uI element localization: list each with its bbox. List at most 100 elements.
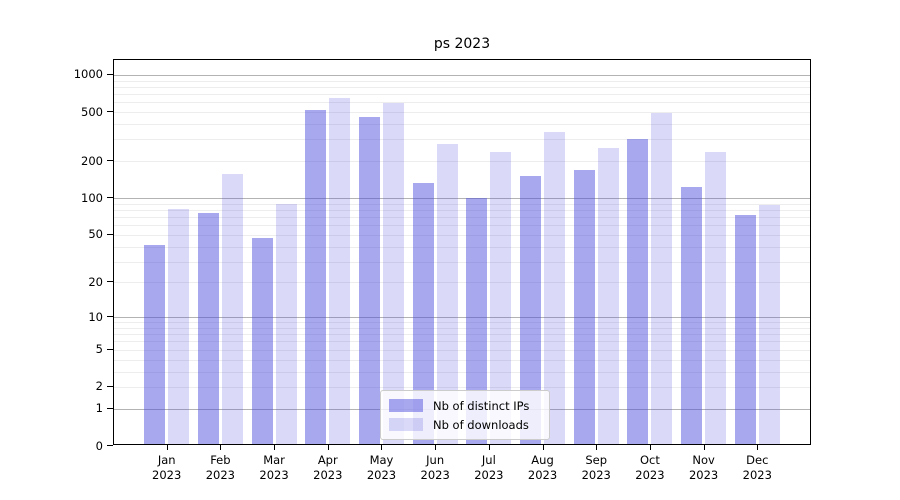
bar-downloads-feb [221,173,243,444]
y-tick-label-1: 1 [95,401,103,416]
legend-row-downloads: Nb of downloads [389,415,541,434]
legend-label-distinct-ips: Nb of distinct IPs [433,398,530,413]
gridline-minor [114,341,810,343]
gridline-major [114,317,810,319]
x-tick-label-mar: Mar 2023 [259,453,289,482]
distinct-ips-swatch-icon [389,399,423,412]
gridline-minor [114,349,810,351]
bar-ips-sep [573,170,595,444]
bar-ips-mar [251,238,273,444]
x-tick-label-jun: Jun 2023 [420,453,450,482]
bar-ips-jan [144,244,166,444]
bar-ips-nov [681,186,703,444]
y-tick [107,407,113,409]
bar-ips-apr [305,110,327,444]
x-tick [274,445,276,450]
x-tick [757,445,759,450]
bar-downloads-oct [651,113,673,444]
x-tick-label-may: May 2023 [366,453,397,482]
bar-downloads-mar [275,204,297,444]
gridline-minor [114,94,810,96]
y-tick-label-500: 500 [81,104,103,119]
y-tick-label-50: 50 [88,227,103,242]
x-tick-label-aug: Aug 2023 [527,453,558,482]
bar-downloads-apr [329,97,351,444]
gridline-minor [114,80,810,82]
x-tick [327,445,329,450]
gridline-major [114,198,810,200]
bar-ips-dec [734,215,756,444]
y-tick-label-200: 200 [81,153,103,168]
y-tick [107,197,113,199]
gridline-minor [114,246,810,248]
gridline-minor [114,334,810,336]
bar-ips-jul [466,197,488,444]
x-tick [542,445,544,450]
gridline-minor [114,102,810,104]
x-tick-label-feb: Feb 2023 [205,453,236,482]
bar-ips-aug [520,176,542,444]
y-tick [107,385,113,387]
x-tick [596,445,598,450]
x-tick-label-nov: Nov 2023 [688,453,719,482]
gridline-minor [114,234,810,236]
bar-ips-may [358,116,380,444]
gridline-minor [114,225,810,227]
y-tick-label-100: 100 [81,190,103,205]
y-tick [107,281,113,283]
gridline-minor [114,359,810,361]
y-tick [107,316,113,318]
bar-downloads-jun [436,144,458,444]
bar-downloads-aug [544,131,566,444]
y-tick-label-2: 2 [95,379,103,394]
gridline-minor [114,327,810,329]
x-tick-label-jan: Jan 2023 [152,453,182,482]
gridline-minor [114,124,810,126]
legend-row-distinct-ips: Nb of distinct IPs [389,396,541,415]
y-tick-label-20: 20 [88,274,103,289]
gridline-minor [114,322,810,324]
x-tick [381,445,383,450]
gridline-major [114,74,810,76]
y-tick-label-10: 10 [88,309,103,324]
x-tick-label-apr: Apr 2023 [313,453,343,482]
plot-area [113,59,811,445]
gridline-minor [114,261,810,263]
y-tick [107,445,113,446]
x-tick [488,445,490,450]
x-tick [166,445,168,450]
bar-ips-oct [627,139,649,444]
gridline-minor [114,371,810,373]
x-tick-label-sep: Sep 2023 [581,453,611,482]
y-tick [107,73,113,75]
y-tick [107,233,113,235]
gridline-minor [114,282,810,284]
gridline-minor [114,386,810,388]
gridline-minor [114,139,810,141]
x-tick-label-dec: Dec 2023 [742,453,772,482]
chart-title: ps 2023 [433,36,491,52]
gridline-minor [114,217,810,219]
x-tick [220,445,222,450]
y-tick-label-0: 0 [95,438,103,453]
y-tick [107,160,113,162]
x-tick [649,445,651,450]
bar-downloads-dec [758,204,780,444]
y-tick-label-5: 5 [95,342,103,357]
bar-downloads-jul [490,151,512,444]
bar-downloads-nov [705,151,727,444]
gridline-minor [114,203,810,205]
y-tick [107,348,113,350]
legend-label-downloads: Nb of downloads [433,417,529,432]
bar-downloads-sep [597,147,619,444]
gridline-minor [114,112,810,114]
bar-ips-feb [197,212,219,444]
downloads-swatch-icon [389,418,423,431]
gridline-minor [114,209,810,211]
x-tick [435,445,437,450]
bar-downloads-may [382,103,404,444]
x-tick-label-jul: Jul 2023 [474,453,504,482]
y-tick [107,111,113,113]
x-tick [703,445,705,450]
